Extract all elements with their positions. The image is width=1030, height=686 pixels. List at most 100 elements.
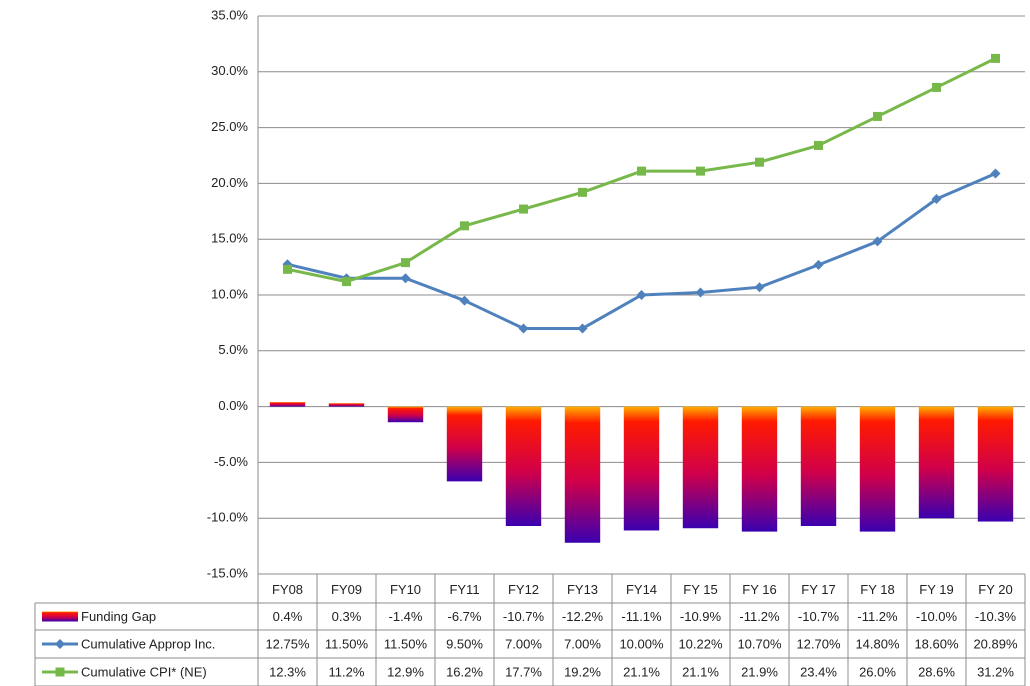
legend-swatch: [42, 611, 78, 622]
y-tick-label: 10.0%: [211, 286, 248, 301]
bar: [741, 406, 778, 532]
marker: [283, 264, 292, 274]
table-value: 7.00%: [564, 636, 601, 651]
table-value: 12.3%: [269, 664, 306, 679]
table-value: 21.1%: [682, 664, 719, 679]
marker: [873, 111, 882, 121]
marker: [518, 323, 529, 334]
x-tick-label: FY08: [272, 582, 303, 597]
table-value: -10.3%: [975, 609, 1017, 624]
x-tick-label: FY 16: [742, 582, 776, 597]
marker: [636, 290, 647, 300]
table-value: 10.00%: [619, 636, 664, 651]
table-value: 20.89%: [973, 636, 1018, 651]
table-value: 11.50%: [325, 636, 369, 651]
table-value: 19.2%: [564, 664, 601, 679]
marker: [931, 194, 942, 205]
table-value: 21.9%: [741, 664, 778, 679]
x-tick-label: FY13: [567, 582, 598, 597]
y-tick-label: 20.0%: [211, 175, 248, 190]
bar: [269, 402, 306, 407]
table-value: 31.2%: [977, 664, 1014, 679]
x-tick-label: FY 18: [860, 582, 894, 597]
y-tick-label: 30.0%: [211, 63, 248, 78]
table-value: 16.2%: [446, 664, 483, 679]
table-value: 11.2%: [329, 664, 365, 679]
table-value: -11.1%: [621, 609, 662, 624]
x-tick-label: FY11: [449, 582, 479, 597]
table-value: -1.4%: [389, 609, 423, 624]
table-value: -10.7%: [798, 609, 840, 624]
marker: [342, 277, 351, 287]
bar: [918, 406, 955, 519]
table-value: 12.9%: [387, 664, 424, 679]
table-value: 28.6%: [918, 664, 955, 679]
marker: [459, 295, 470, 306]
marker: [755, 157, 764, 167]
table-value: -12.2%: [562, 609, 604, 624]
bar: [859, 406, 896, 532]
table-value: 18.60%: [914, 636, 959, 651]
table-value: 0.4%: [273, 609, 303, 624]
y-tick-label: 5.0%: [218, 342, 248, 357]
y-tick-label: -10.0%: [207, 510, 249, 525]
marker: [814, 140, 823, 150]
x-tick-label: FY09: [331, 582, 362, 597]
marker: [991, 53, 1000, 63]
marker: [55, 667, 65, 677]
x-tick-label: FY 15: [683, 582, 717, 597]
y-tick-label: 15.0%: [211, 231, 248, 246]
bar: [623, 406, 660, 531]
table-value: 26.0%: [859, 664, 896, 679]
x-tick-label: FY 17: [801, 582, 835, 597]
y-tick-label: -15.0%: [207, 565, 249, 580]
table-value: 17.7%: [505, 664, 542, 679]
marker: [813, 259, 824, 270]
table-value: -6.7%: [448, 609, 482, 624]
table-value: 11.50%: [384, 636, 428, 651]
table-value: 9.50%: [446, 636, 483, 651]
marker: [695, 287, 706, 298]
bar: [564, 406, 601, 543]
y-tick-label: 0.0%: [218, 398, 248, 413]
marker: [696, 166, 705, 176]
y-tick-label: 25.0%: [211, 119, 248, 134]
marker: [519, 204, 528, 214]
x-tick-label: FY 20: [978, 582, 1012, 597]
marker: [401, 258, 410, 268]
marker: [637, 166, 646, 176]
table-value: 23.4%: [800, 664, 837, 679]
bar: [977, 406, 1014, 522]
table-value: 21.1%: [623, 664, 660, 679]
table-value: -10.9%: [680, 609, 722, 624]
legend-label: Cumulative Approp Inc.: [81, 636, 215, 651]
marker: [577, 323, 588, 334]
y-tick-label: 35.0%: [211, 7, 248, 22]
x-tick-label: FY 19: [919, 582, 953, 597]
bar: [446, 406, 483, 482]
legend-label: Cumulative CPI* (NE): [81, 664, 207, 679]
y-tick-label: -5.0%: [214, 454, 248, 469]
table-value: -11.2%: [857, 609, 898, 624]
marker: [872, 236, 883, 247]
table-value: 0.3%: [332, 609, 362, 624]
marker: [400, 273, 411, 284]
marker: [578, 187, 587, 197]
table-value: 12.75%: [265, 636, 310, 651]
table-value: -10.0%: [916, 609, 958, 624]
table-value: 7.00%: [505, 636, 542, 651]
table-value: 12.70%: [796, 636, 841, 651]
table-value: -11.2%: [739, 609, 780, 624]
marker: [932, 82, 941, 92]
marker: [55, 639, 65, 649]
x-tick-label: FY12: [508, 582, 539, 597]
bar: [505, 406, 542, 527]
table-value: 10.22%: [678, 636, 723, 651]
bar: [682, 406, 719, 529]
bar: [328, 403, 365, 407]
bar: [387, 406, 424, 423]
line: [287, 172, 997, 330]
marker: [754, 282, 765, 293]
table-value: -10.7%: [503, 609, 545, 624]
